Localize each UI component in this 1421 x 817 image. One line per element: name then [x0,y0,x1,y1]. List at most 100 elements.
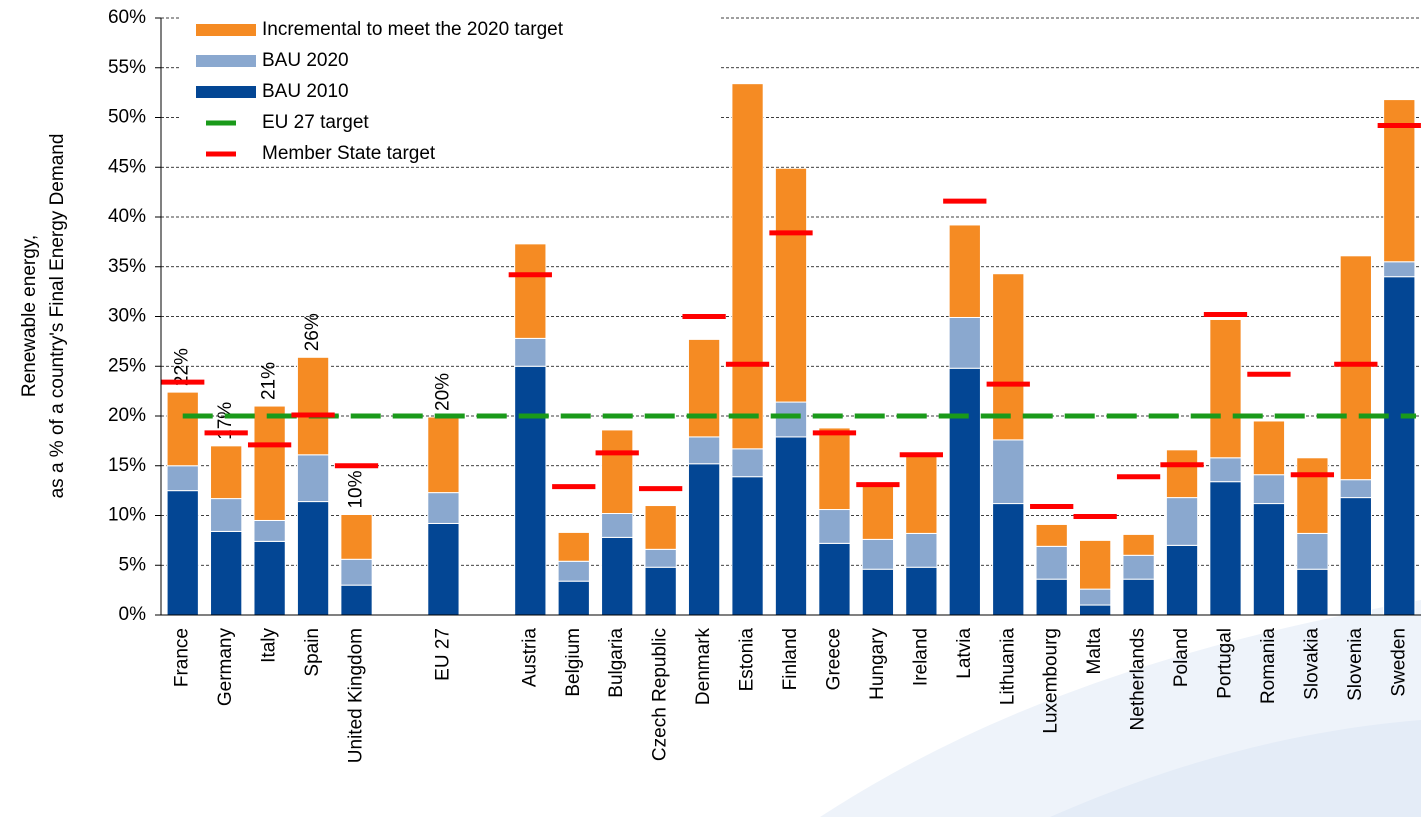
bar-segment [296,356,330,456]
bar-segment [601,429,634,515]
bar-segment [427,416,460,494]
y-tick-label: 25% [108,355,146,376]
bar-segment [166,391,199,467]
x-tick-label: Bulgaria [606,628,627,698]
bar-segment [1122,533,1155,556]
bar-segment [731,476,764,616]
bar-segment [1122,554,1155,580]
x-tick-label: Slovenia [1345,628,1366,701]
bar-segment [1339,479,1372,499]
data-label: 17% [215,402,236,440]
bar-segment [253,540,286,616]
bar-segment [905,566,938,616]
bar-segment [1383,261,1416,278]
bar-segment [992,439,1025,505]
bar-segment [1209,457,1242,483]
y-tick-label: 50% [108,107,146,128]
x-tick-label: Portugal [1214,628,1235,699]
x-tick-label: Romania [1258,628,1279,704]
y-tick-label: 45% [108,156,146,177]
bar-segment [861,485,895,540]
bar-segment [1165,449,1199,499]
bar-segment [905,455,938,534]
bar-segment [557,560,590,582]
bar-segment [861,538,895,570]
bar-segment [774,401,808,438]
x-tick-label: France [172,628,193,687]
bar-segment [1165,497,1199,546]
data-label: 22% [172,348,193,386]
x-tick-label: Latvia [954,628,975,679]
y-axis-label: as a % of a country's Final Energy Deman… [47,134,68,499]
bar-segment [1296,568,1329,616]
data-label: 20% [432,373,453,411]
bar-segment [427,492,460,524]
x-tick-label: Belgium [563,628,584,697]
x-tick-label: Italy [259,628,280,663]
bar-segment [1339,255,1372,481]
bar-segment [1209,318,1242,459]
bar-segment [818,542,851,616]
bar-segment [1296,532,1329,570]
x-tick-label: Spain [302,628,323,677]
bar-segment [1252,503,1286,616]
bar-segment [340,584,373,616]
y-tick-label: 60% [108,7,146,28]
bar-segment [948,367,981,616]
legend-background [180,16,720,166]
bar-segment [818,427,851,511]
bar-segment [774,167,808,403]
data-label: 21% [259,362,280,400]
x-tick-label: Germany [215,628,236,707]
x-tick-label: Malta [1084,628,1105,675]
bar-segment [644,548,677,568]
bar-segment [861,568,895,616]
bar-segment [340,514,373,560]
bar-segment [1078,604,1112,616]
x-tick-label: Lithuania [997,628,1018,706]
legend-swatch [196,55,256,67]
bar-segment [166,465,199,492]
legend-swatch [196,24,256,36]
bar-segment [514,243,547,339]
bar-segment [1339,497,1372,616]
x-tick-label: Slovakia [1301,628,1322,700]
x-tick-label: Sweden [1388,628,1409,697]
bar-segment [210,498,243,532]
bar-segment [253,405,286,521]
bar-segment [210,530,243,616]
y-axis-label: Renewable energy, [19,235,40,397]
bar-segment [514,337,547,367]
x-tick-label: Austria [519,628,540,688]
x-tick-label: Poland [1171,628,1192,687]
y-tick-label: 40% [108,206,146,227]
bar-segment [166,490,199,616]
bar-segment [687,338,721,438]
bar-segment [1122,578,1155,616]
legend-label: Member State target [262,143,436,164]
bar-segment [905,532,938,568]
y-tick-label: 0% [119,604,147,625]
data-label: 26% [302,313,323,351]
bar-segment [731,448,764,478]
x-tick-label: EU 27 [432,628,453,681]
bar-segment [427,522,460,616]
y-tick-label: 30% [108,306,146,327]
bar-segment [1296,457,1329,534]
legend-label: EU 27 target [262,112,369,133]
bar-segment [210,445,243,500]
bar-segment [948,224,981,318]
bar-segment [1252,420,1286,476]
bar-segment [687,463,721,616]
x-tick-label: Netherlands [1128,628,1149,730]
bar-segment [687,436,721,465]
x-tick-label: Estonia [737,628,758,692]
bar-segment [1078,588,1112,606]
legend-label: BAU 2010 [262,81,349,102]
x-tick-label: Denmark [693,628,714,706]
y-tick-label: 20% [108,405,146,426]
bar-segment [340,558,373,586]
bar-segment [514,365,547,616]
background-swoosh [1050,720,1421,817]
x-tick-label: Hungary [867,628,888,700]
